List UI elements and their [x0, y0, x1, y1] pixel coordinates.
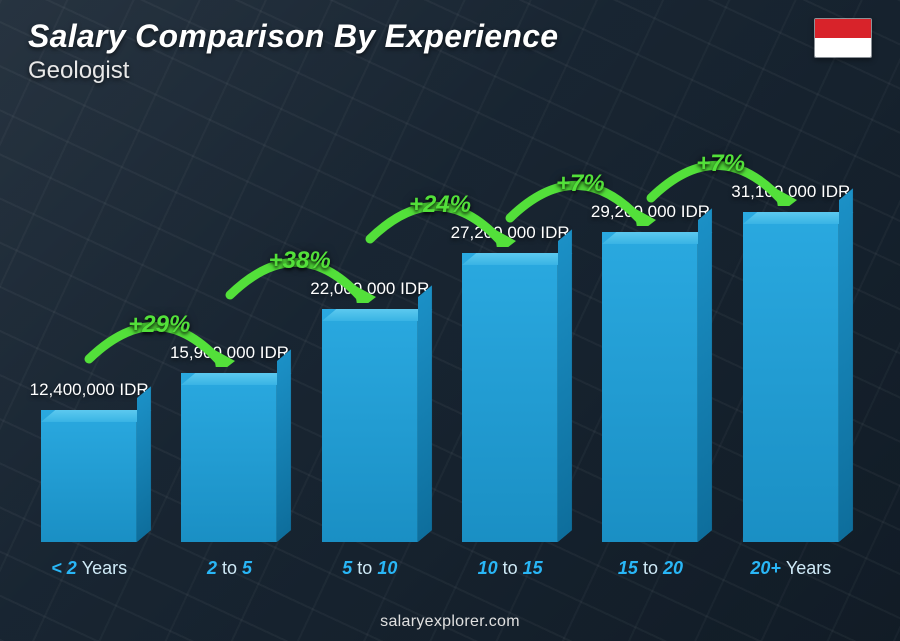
- category-label: 5 to 10: [342, 558, 397, 579]
- bar-top-face: [181, 373, 291, 385]
- growth-percent: +7%: [696, 150, 745, 178]
- bar-top-face: [41, 410, 151, 422]
- bar-value-label: 31,100,000 IDR: [731, 182, 850, 202]
- category-label: < 2 Years: [51, 558, 127, 579]
- bar-column: 12,400,000 IDR < 2 Years: [28, 380, 150, 579]
- bar-front-face: [322, 309, 418, 542]
- bar-value-label: 12,400,000 IDR: [30, 380, 149, 400]
- flag-stripe-top: [815, 19, 871, 38]
- bar-top-face: [743, 212, 853, 224]
- bar-front-face: [41, 410, 137, 542]
- bar-front-face: [743, 212, 839, 542]
- bar: [322, 309, 418, 542]
- flag-stripe-bottom: [815, 38, 871, 57]
- bar-chart: 12,400,000 IDR < 2 Years 15,900,000 IDR 2 t…: [28, 99, 852, 579]
- bar-top-face: [322, 309, 432, 321]
- chart-container: Salary Comparison By Experience Geologis…: [0, 0, 900, 641]
- bar-value-label: 29,200,000 IDR: [591, 202, 710, 222]
- bar-column: 29,200,000 IDR 15 to 20: [589, 202, 711, 579]
- bar-side-face: [137, 386, 151, 542]
- bar-side-face: [839, 188, 853, 542]
- category-label: 2 to 5: [207, 558, 252, 579]
- bar-column: 27,200,000 IDR 10 to 15: [449, 223, 571, 579]
- growth-percent: +29%: [128, 311, 190, 339]
- growth-percent: +38%: [269, 247, 331, 275]
- bar-value-label: 22,000,000 IDR: [310, 279, 429, 299]
- bar-side-face: [418, 285, 432, 542]
- page-title: Salary Comparison By Experience: [28, 18, 558, 55]
- bar-column: 22,000,000 IDR 5 to 10: [309, 279, 431, 579]
- bar: [41, 410, 137, 542]
- growth-percent: +7%: [556, 170, 605, 198]
- bar-front-face: [181, 373, 277, 542]
- bar-value-label: 27,200,000 IDR: [451, 223, 570, 243]
- country-flag-indonesia: [814, 18, 872, 58]
- category-label: 20+ Years: [750, 558, 831, 579]
- category-label: 15 to 20: [618, 558, 683, 579]
- bar: [181, 373, 277, 542]
- growth-percent: +24%: [409, 191, 471, 219]
- bar-top-face: [602, 232, 712, 244]
- bar-front-face: [602, 232, 698, 542]
- bar-value-label: 15,900,000 IDR: [170, 343, 289, 363]
- bar: [602, 232, 698, 542]
- bar: [743, 212, 839, 542]
- bar-front-face: [462, 253, 558, 542]
- footer-source: salaryexplorer.com: [0, 613, 900, 631]
- bar-side-face: [277, 349, 291, 542]
- bar-side-face: [698, 208, 712, 542]
- bar: [462, 253, 558, 542]
- bar-column: 31,100,000 IDR 20+ Years: [730, 182, 852, 579]
- bar-side-face: [558, 229, 572, 542]
- page-subtitle: Geologist: [28, 57, 558, 85]
- category-label: 10 to 15: [478, 558, 543, 579]
- header: Salary Comparison By Experience Geologis…: [28, 18, 872, 85]
- bar-top-face: [462, 253, 572, 265]
- bar-column: 15,900,000 IDR 2 to 5: [168, 343, 290, 579]
